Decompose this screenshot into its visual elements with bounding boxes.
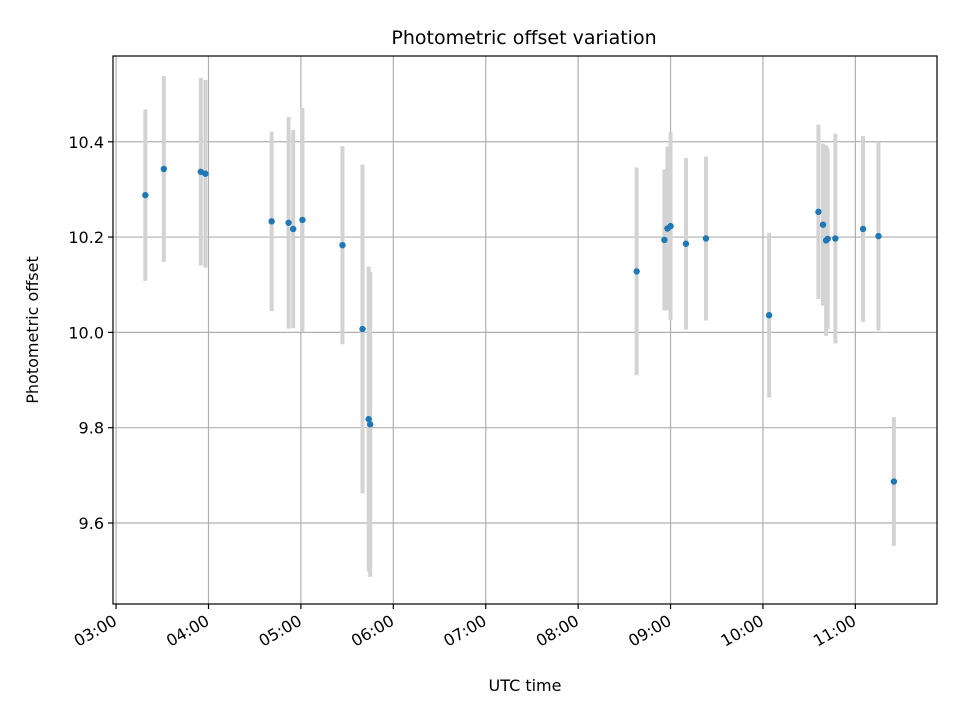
data-point	[142, 191, 149, 199]
data-point	[859, 225, 867, 233]
data-point	[365, 415, 372, 423]
data-point	[875, 232, 882, 240]
data-point	[268, 218, 275, 225]
data-point	[765, 312, 773, 319]
data-point	[633, 268, 640, 275]
y-tick-label: 10.4	[68, 133, 104, 152]
chart-title: Photometric offset variation	[391, 27, 656, 49]
data-point	[682, 240, 690, 247]
data-point	[367, 421, 374, 428]
data-point	[667, 222, 674, 230]
y-tick-label: 9.6	[79, 514, 104, 533]
data-point	[299, 216, 306, 224]
data-point	[290, 225, 297, 233]
data-point	[824, 235, 831, 243]
x-axis-label: UTC time	[489, 676, 562, 695]
y-tick-label: 9.8	[79, 419, 104, 438]
y-axis-label: Photometric offset	[23, 256, 42, 404]
data-point	[832, 235, 839, 242]
y-tick-label: 10.0	[68, 323, 104, 342]
y-tick-label: 10.2	[68, 228, 104, 247]
data-point	[815, 208, 822, 216]
data-point	[359, 325, 366, 333]
data-point	[819, 221, 827, 228]
y-axis-ticks: 9.6 9.8 10.0 10.2 10.4	[68, 133, 113, 533]
data-point	[702, 235, 710, 242]
data-point	[890, 478, 898, 485]
data-point	[661, 236, 668, 244]
data-point	[339, 241, 346, 249]
data-point	[202, 170, 209, 177]
plot-frame	[112, 55, 938, 605]
data-point	[160, 165, 168, 173]
data-point	[285, 219, 292, 226]
data-points	[142, 165, 898, 485]
